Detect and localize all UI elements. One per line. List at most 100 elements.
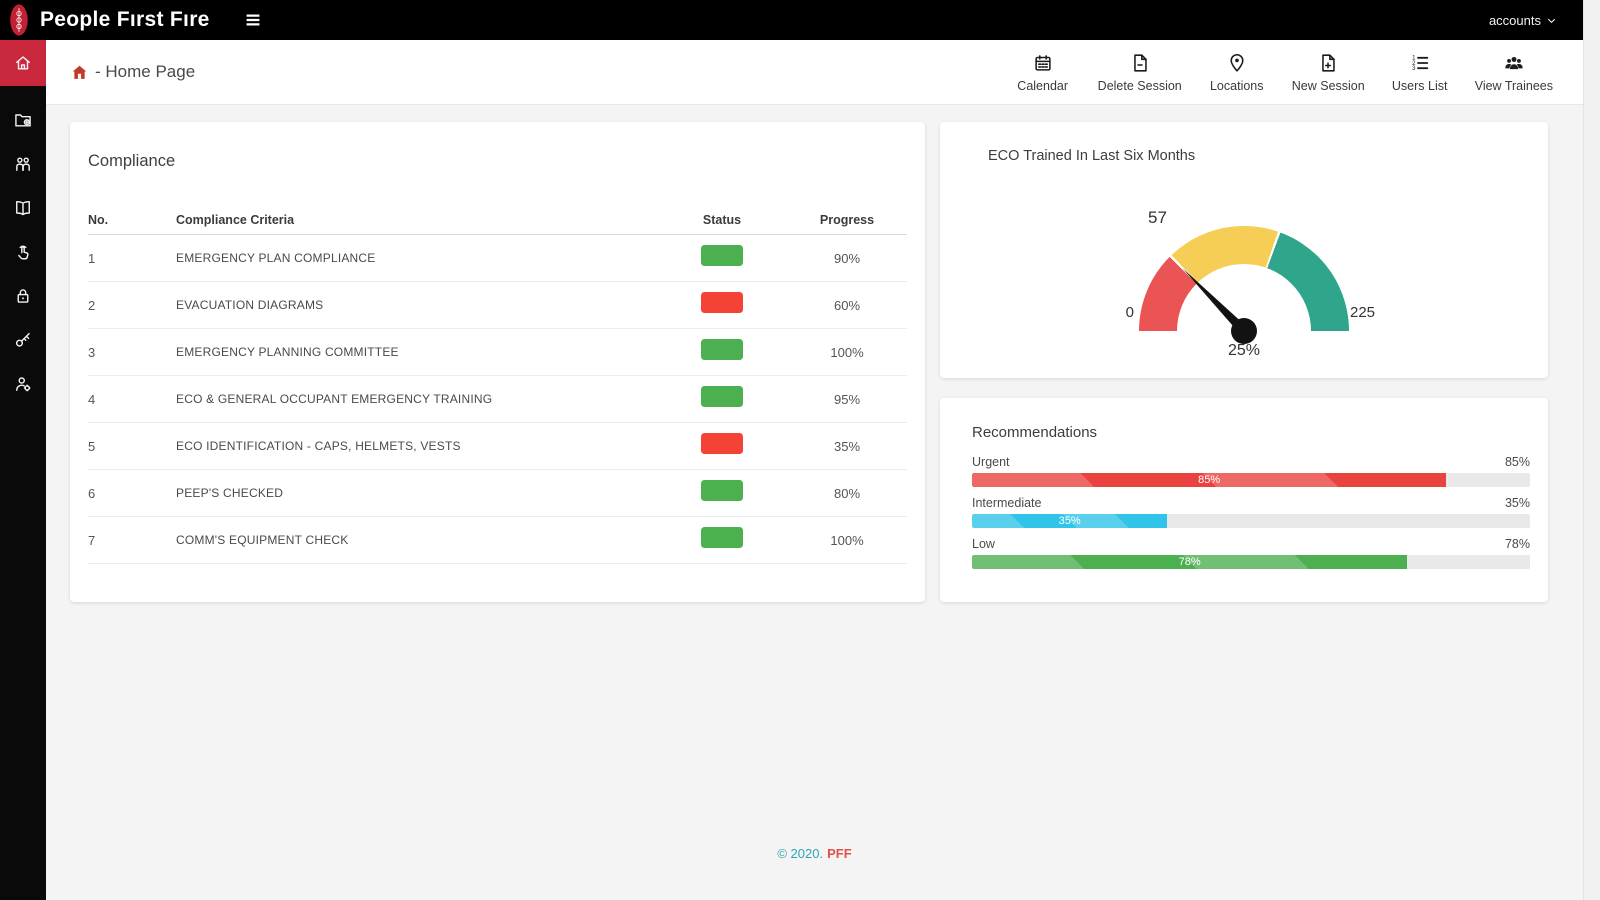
brand-title: People Fırst Fıre — [40, 8, 210, 31]
row-number: 2 — [88, 297, 96, 313]
row-status-cell — [657, 245, 787, 271]
svg-text:1: 1 — [1412, 55, 1416, 61]
sidebar — [0, 40, 46, 900]
sidebar-item-user-gear[interactable] — [0, 362, 46, 406]
table-row[interactable]: 6 PEEP'S CHECKED 80% — [88, 470, 907, 517]
map-pin-icon — [1230, 53, 1244, 72]
action-calendar[interactable]: Calendar — [1014, 52, 1072, 93]
row-progress: 100% — [830, 344, 864, 360]
calendar-icon — [1035, 54, 1051, 71]
gauge-title: ECO Trained In Last Six Months — [988, 148, 1196, 164]
compliance-card: Compliance No. Compliance Criteria Statu… — [70, 122, 925, 602]
lock-icon — [17, 289, 29, 303]
row-status-cell — [657, 339, 787, 365]
users-group-icon — [1505, 56, 1523, 69]
touch-icon — [18, 245, 29, 260]
row-criteria: EMERGENCY PLAN COMPLIANCE — [176, 251, 376, 265]
row-progress: 35% — [833, 438, 861, 454]
progress-fill: 85% — [972, 473, 1447, 487]
action-view-trainees[interactable]: View Trainees — [1475, 52, 1553, 93]
home-icon — [72, 65, 87, 79]
gauge-value-label: 25% — [1227, 342, 1261, 359]
bar-category-label: Urgent — [972, 455, 1010, 469]
sidebar-item-folder-plus[interactable] — [0, 98, 46, 142]
row-number: 5 — [88, 438, 96, 454]
progress-fill: 35% — [972, 514, 1168, 528]
row-number: 7 — [88, 532, 96, 548]
recommendations-bars: Urgent 85% 85% Intermediate 35% 35% Low 78% 78% — [972, 455, 1530, 569]
col-header-criteria: Compliance Criteria — [176, 212, 295, 227]
footer: © 2020. PFF — [46, 846, 1583, 861]
account-label: accounts — [1488, 12, 1541, 28]
brand-logo-icon — [10, 4, 28, 36]
row-status-cell — [657, 386, 787, 412]
breadcrumb: - Home Page — [70, 62, 195, 82]
recommendation-row: Intermediate 35% 35% — [972, 496, 1530, 528]
sidebar-item-key[interactable] — [0, 318, 46, 362]
recommendations-title: Recommendations — [972, 424, 1098, 441]
status-badge — [701, 245, 743, 266]
status-badge — [701, 480, 743, 501]
action-locations[interactable]: Locations — [1208, 52, 1266, 93]
sidebar-item-book[interactable] — [0, 186, 46, 230]
table-row[interactable]: 3 EMERGENCY PLANNING COMMITTEE 100% — [88, 329, 907, 376]
row-criteria: PEEP'S CHECKED — [176, 486, 284, 500]
table-row[interactable]: 5 ECO IDENTIFICATION - CAPS, HELMETS, VE… — [88, 423, 907, 470]
folder-plus-icon — [15, 114, 31, 127]
gauge-max-label: 225 — [1350, 304, 1376, 321]
table-row[interactable]: 4 ECO & GENERAL OCCUPANT EMERGENCY TRAIN… — [88, 376, 907, 423]
action-label: New Session — [1291, 78, 1365, 93]
main-content: Compliance No. Compliance Criteria Statu… — [46, 105, 1583, 900]
sidebar-item-lock[interactable] — [0, 274, 46, 318]
progress-fill: 78% — [972, 555, 1408, 569]
table-row[interactable]: 2 EVACUATION DIAGRAMS 60% — [88, 282, 907, 329]
file-minus-icon — [1133, 53, 1147, 72]
row-status-cell — [657, 480, 787, 506]
row-number: 6 — [88, 485, 96, 501]
gauge-chart: 0 225 57 25% — [1104, 200, 1384, 370]
svg-text:2: 2 — [1412, 60, 1416, 66]
row-status-cell — [657, 292, 787, 318]
action-label: View Trainees — [1474, 78, 1553, 93]
row-number: 3 — [88, 344, 96, 360]
status-badge — [701, 527, 743, 548]
bar-value-label: 78% — [1504, 537, 1530, 551]
recommendations-card: Recommendations Urgent 85% 85% Intermediate… — [940, 398, 1548, 602]
menu-toggle-icon[interactable] — [242, 9, 264, 31]
sidebar-item-touch[interactable] — [0, 230, 46, 274]
book-icon — [16, 200, 30, 216]
row-progress: 60% — [833, 297, 861, 313]
col-header-no: No. — [88, 212, 109, 227]
gauge-pivot — [1231, 318, 1257, 344]
action-delete-session[interactable]: Delete Session — [1098, 52, 1182, 93]
row-number: 1 — [88, 250, 96, 266]
users-icon — [16, 157, 30, 171]
row-progress: 80% — [833, 485, 861, 501]
table-row[interactable]: 7 COMM'S EQUIPMENT CHECK 100% — [88, 517, 907, 564]
scrollbar-track[interactable] — [1583, 0, 1600, 900]
action-label: Users List — [1391, 78, 1448, 93]
bar-category-label: Intermediate — [972, 496, 1042, 510]
progress-track: 35% — [972, 514, 1530, 528]
status-badge — [701, 433, 743, 454]
bar-value-label: 85% — [1504, 455, 1530, 469]
action-users-list[interactable]: 1 2 3 Users List — [1391, 52, 1449, 93]
account-menu[interactable]: accounts — [1489, 13, 1557, 28]
action-new-session[interactable]: New Session — [1292, 52, 1365, 93]
table-row[interactable]: 1 EMERGENCY PLAN COMPLIANCE 90% — [88, 235, 907, 282]
file-plus-icon — [1322, 53, 1335, 72]
sidebar-item-home[interactable] — [0, 40, 46, 86]
sidebar-item-users[interactable] — [0, 142, 46, 186]
status-badge — [701, 386, 743, 407]
row-status-cell — [657, 527, 787, 553]
quick-actions: Calendar Delete Session Locations New Sessi… — [1014, 52, 1553, 93]
top-bar: People Fırst Fıre accounts — [0, 0, 1583, 40]
svg-text:3: 3 — [1412, 66, 1416, 72]
action-label: Calendar — [1017, 78, 1069, 93]
compliance-title: Compliance — [88, 152, 176, 170]
toolbar: - Home Page Calendar Delete Session Locati… — [46, 40, 1583, 105]
row-progress: 95% — [833, 391, 861, 407]
row-criteria: COMM'S EQUIPMENT CHECK — [176, 533, 349, 547]
action-label: Locations — [1209, 78, 1264, 93]
